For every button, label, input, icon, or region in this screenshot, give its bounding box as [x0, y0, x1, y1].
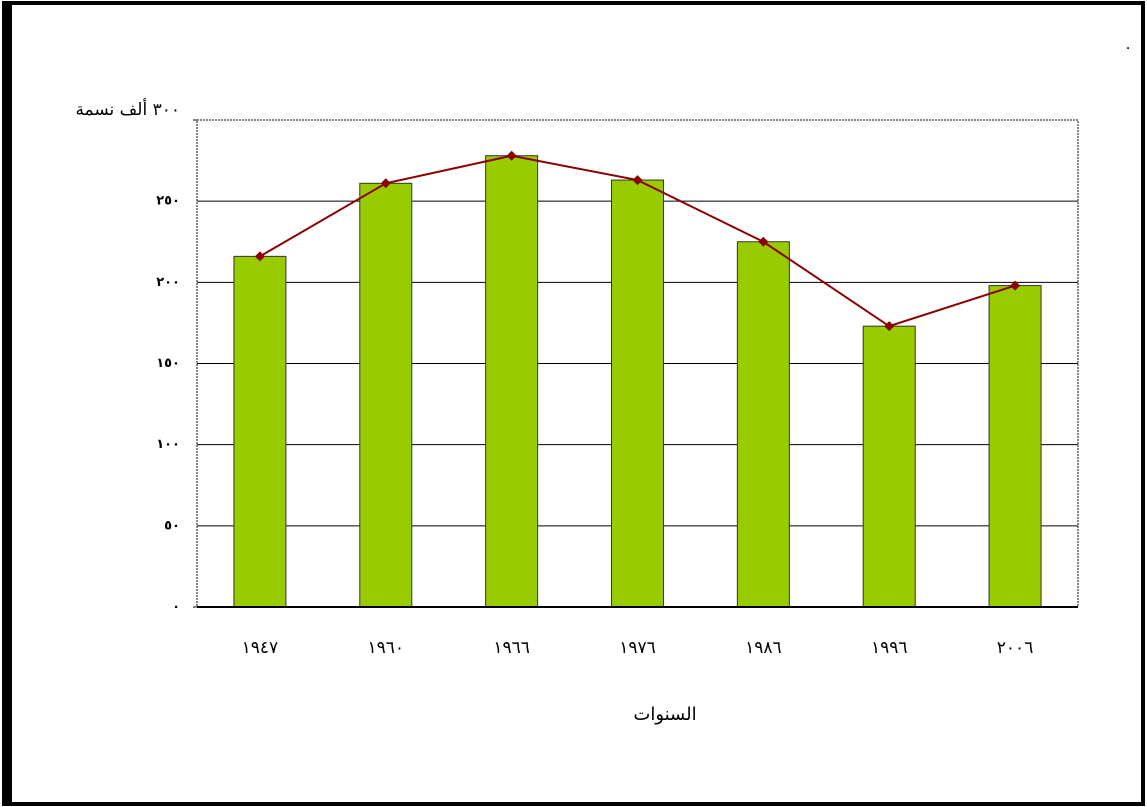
- marker: [884, 321, 895, 332]
- x-tick-label: ١٩٦٦: [493, 638, 530, 658]
- bar: [611, 179, 664, 608]
- x-tick-label: ١٩٨٦: [745, 638, 782, 658]
- bar: [862, 325, 916, 608]
- y-tick-label: ٥٠: [164, 518, 180, 533]
- y-tick-label: ٠: [172, 600, 180, 615]
- y-tick-label: ٢٠٠: [156, 275, 180, 290]
- y-tick-label: ١٠٠: [156, 437, 180, 452]
- y-tick-label: ٢٥٠: [156, 194, 180, 209]
- bar: [359, 182, 413, 608]
- marker: [506, 150, 517, 161]
- bar: [485, 155, 539, 608]
- bar: [736, 241, 790, 608]
- y-tick-label: ٣٠٠ ألف نسمة: [75, 98, 180, 120]
- bar: [233, 255, 287, 608]
- x-tick-label: ١٩٦٠: [368, 638, 405, 658]
- corner-note: ٠: [1124, 39, 1132, 57]
- marker: [758, 236, 769, 247]
- x-tick-label: ١٩٩٦: [871, 638, 908, 658]
- marker: [632, 175, 643, 186]
- x-axis-label: السنوات: [633, 704, 696, 725]
- y-tick-label: ١٥٠: [156, 356, 180, 371]
- bar: [988, 285, 1042, 608]
- marker: [1010, 280, 1021, 291]
- marker: [380, 178, 391, 189]
- x-tick-label: ١٩٤٧: [242, 638, 279, 658]
- marker: [254, 251, 265, 262]
- x-tick-label: ٢٠٠٦: [997, 638, 1034, 658]
- x-tick-label: ١٩٧٦: [619, 638, 656, 658]
